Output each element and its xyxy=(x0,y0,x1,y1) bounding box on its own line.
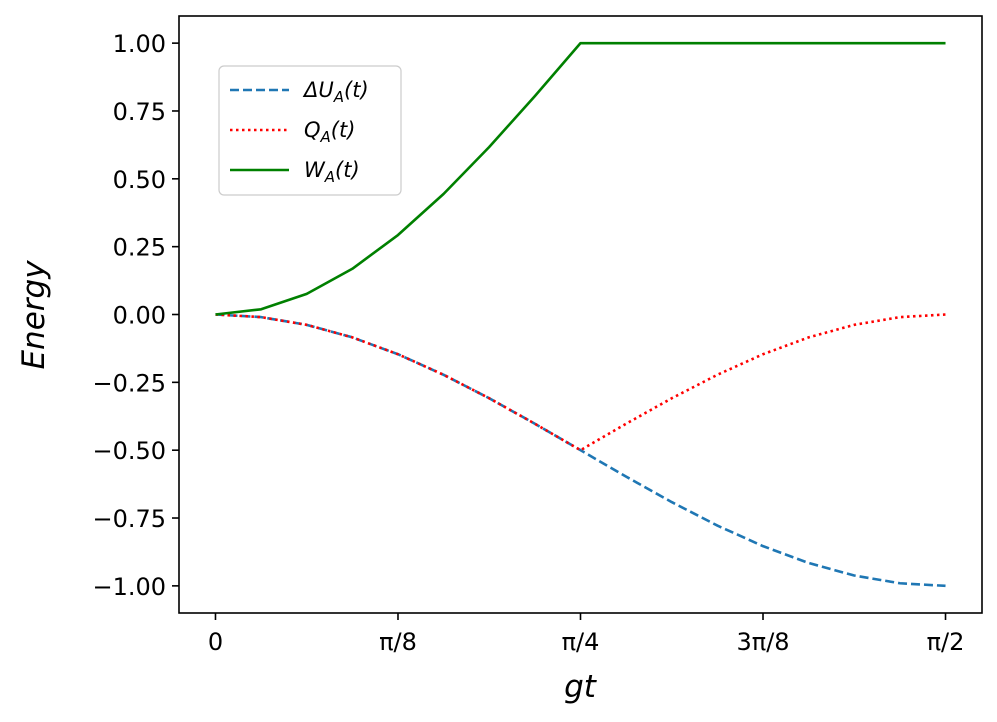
x-tick-label: 0 xyxy=(208,628,223,656)
y-tick-label: 0.25 xyxy=(113,234,166,262)
legend-entry: WA(t) xyxy=(304,158,360,186)
y-tick-label: 0.50 xyxy=(113,166,166,194)
legend-entry: QA(t) xyxy=(304,118,355,146)
y-tick-label: −0.75 xyxy=(92,505,166,533)
legend-box xyxy=(218,65,402,196)
series-line-1 xyxy=(215,313,946,588)
x-tick-label: π/2 xyxy=(927,628,965,656)
legend: ΔUA(t) QA(t) WA(t) xyxy=(218,65,402,196)
x-tick-label: π/8 xyxy=(379,628,417,656)
x-tick-label: 3π/8 xyxy=(736,628,789,656)
y-tick-label: 0.00 xyxy=(113,302,166,330)
y-tick-label: −1.00 xyxy=(92,573,166,601)
series-line-3 xyxy=(215,41,946,316)
y-tick-label: −0.25 xyxy=(92,369,166,397)
legend-entry: ΔUA(t) xyxy=(302,78,369,106)
x-axis-label: gt xyxy=(564,669,598,705)
y-tick-label: 0.75 xyxy=(113,98,166,126)
y-tick-label: 1.00 xyxy=(113,30,166,58)
ticks-layer: 0 π/8 π/4 3π/8 π/2 1.00 0.75 0.50 0.25 0.00 −0.25 −… xyxy=(92,30,964,656)
y-tick-label: −0.50 xyxy=(92,437,166,465)
series-layer xyxy=(215,41,946,588)
y-axis-label: Energy xyxy=(16,260,52,370)
x-tick-label: π/4 xyxy=(562,628,600,656)
